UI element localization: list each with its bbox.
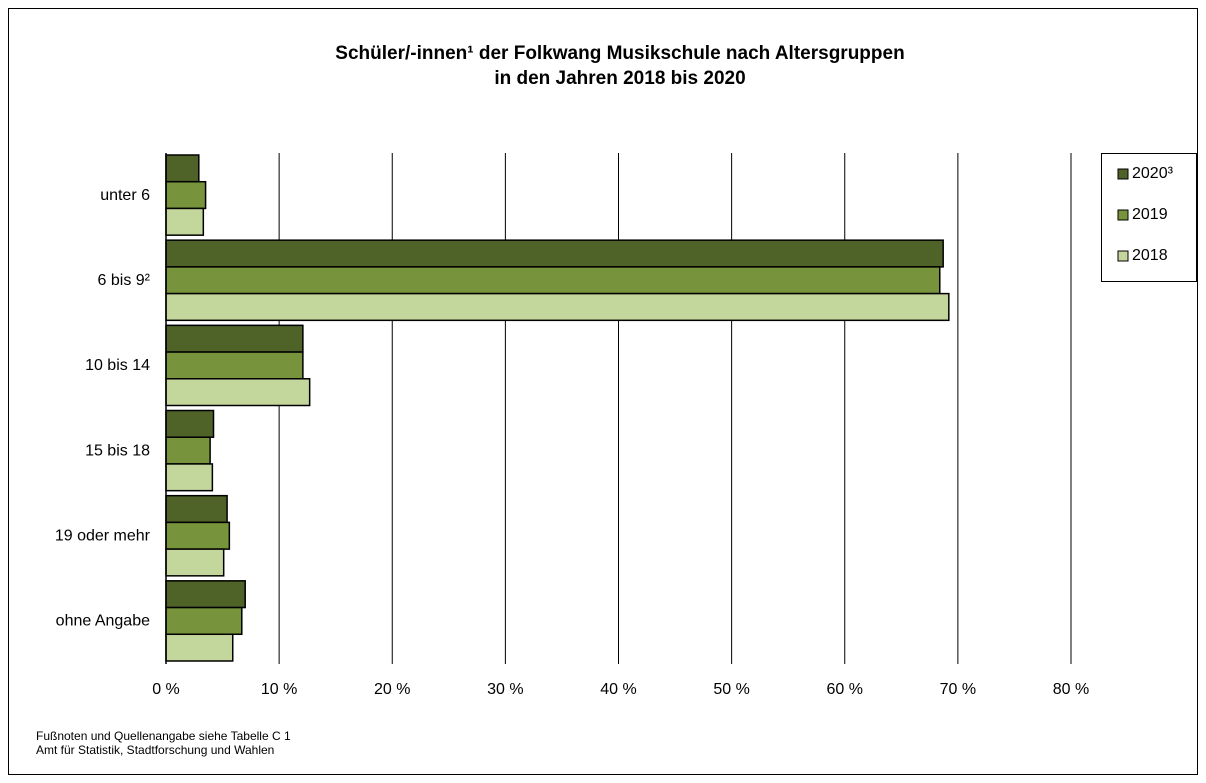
y-tick-label: unter 6 <box>100 187 150 204</box>
chart-title: Schüler/-innen¹ der Folkwang Musikschule… <box>335 43 904 64</box>
footnote: Fußnoten und Quellenangabe siehe Tabelle… <box>36 729 291 743</box>
x-tick-label: 50 % <box>713 681 749 698</box>
bar <box>165 580 246 609</box>
bar <box>165 521 231 550</box>
x-tick-label: 70 % <box>940 681 976 698</box>
bar <box>165 324 304 353</box>
x-tick-label: 40 % <box>600 681 636 698</box>
bar <box>165 436 211 465</box>
bar <box>165 463 214 492</box>
bar <box>165 378 311 407</box>
footnote: Amt für Statistik, Stadtforschung und Wa… <box>36 743 274 757</box>
x-tick-label: 0 % <box>152 681 180 698</box>
x-tick-label: 30 % <box>487 681 523 698</box>
legend-label: 2018 <box>1132 247 1168 264</box>
bar <box>165 154 200 183</box>
y-tick-label: 15 bis 18 <box>85 442 150 459</box>
y-tick-label: 10 bis 14 <box>85 357 150 374</box>
legend-label: 2020³ <box>1132 165 1174 182</box>
x-tick-label: 60 % <box>827 681 863 698</box>
x-tick-label: 10 % <box>261 681 297 698</box>
bar <box>165 180 207 210</box>
bar <box>165 548 225 577</box>
legend-swatch <box>1117 168 1129 180</box>
legend-box <box>1101 153 1197 282</box>
bar <box>165 633 234 662</box>
bar <box>165 239 944 268</box>
chart-title: in den Jahren 2018 bis 2020 <box>494 68 745 89</box>
bar <box>165 351 304 380</box>
legend-label: 2019 <box>1132 206 1168 223</box>
bar <box>165 494 228 524</box>
bar <box>165 207 205 236</box>
bar <box>165 606 243 636</box>
bar <box>165 409 215 438</box>
y-tick-label: 19 oder mehr <box>55 527 151 544</box>
legend-swatch <box>1117 209 1129 221</box>
y-tick-label: ohne Angabe <box>56 613 150 630</box>
x-tick-label: 80 % <box>1053 681 1089 698</box>
y-tick-label: 6 bis 9² <box>98 272 151 289</box>
legend-swatch <box>1117 250 1129 262</box>
bar <box>165 292 950 322</box>
bar <box>165 266 941 295</box>
x-tick-label: 20 % <box>374 681 410 698</box>
